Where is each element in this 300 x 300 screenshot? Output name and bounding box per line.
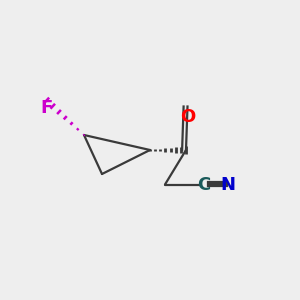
Text: N: N [220,176,236,194]
Text: F: F [40,99,52,117]
Text: C: C [197,176,211,194]
Text: O: O [180,108,195,126]
